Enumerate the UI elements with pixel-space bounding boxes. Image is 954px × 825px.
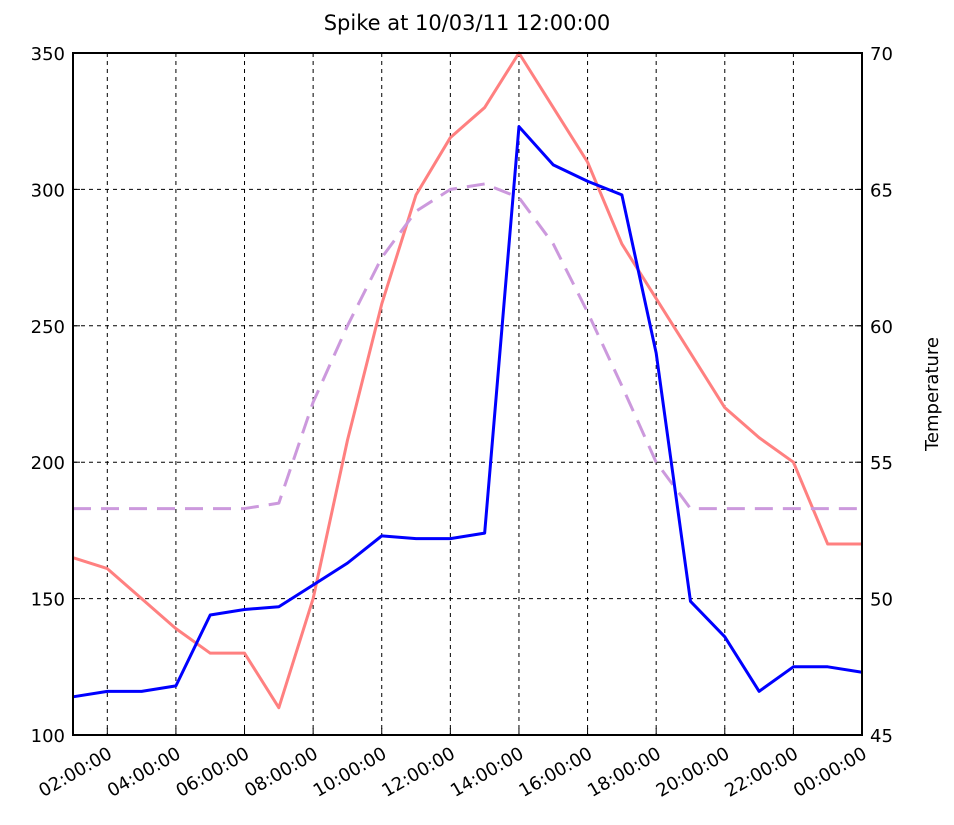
- x-tick-label: 18:00:00: [584, 743, 665, 802]
- y2-tick-label: 45: [870, 726, 893, 747]
- y-tick-label: 150: [31, 590, 65, 611]
- x-tick-label: 12:00:00: [378, 743, 459, 802]
- x-tick-label: 14:00:00: [447, 743, 528, 802]
- y-tick-label: 300: [31, 180, 65, 201]
- y2-tick-label: 60: [870, 317, 893, 338]
- x-tick-label: 02:00:00: [35, 743, 116, 802]
- line-series: [72, 51, 862, 710]
- x-tick-label: 10:00:00: [310, 743, 391, 802]
- y-tick-label: 200: [31, 453, 65, 474]
- x-tick-label: 22:00:00: [721, 743, 802, 802]
- y2-tick-label: 50: [870, 590, 893, 611]
- plot-frame: [72, 52, 863, 736]
- x-tick-label: 00:00:00: [790, 743, 871, 802]
- y2-tick-label: 65: [870, 180, 893, 201]
- x-tick-label: 16:00:00: [516, 743, 597, 802]
- x-tick-label: 04:00:00: [104, 743, 185, 802]
- y-tick-label: 250: [31, 317, 65, 338]
- y2-tick-label: 55: [870, 453, 893, 474]
- y2-tick-label: 70: [870, 44, 893, 65]
- x-tick-label: 06:00:00: [173, 743, 254, 802]
- y-tick-label: 350: [31, 44, 65, 65]
- line-series: [72, 125, 863, 699]
- y2-axis-label: Temperature: [922, 337, 943, 452]
- y-tick-label: 100: [31, 726, 65, 747]
- x-tick-label: 08:00:00: [241, 743, 322, 802]
- chart-title: Spike at 10/03/11 12:00:00: [324, 11, 611, 35]
- line-series: [73, 182, 862, 511]
- x-tick-label: 20:00:00: [653, 743, 734, 802]
